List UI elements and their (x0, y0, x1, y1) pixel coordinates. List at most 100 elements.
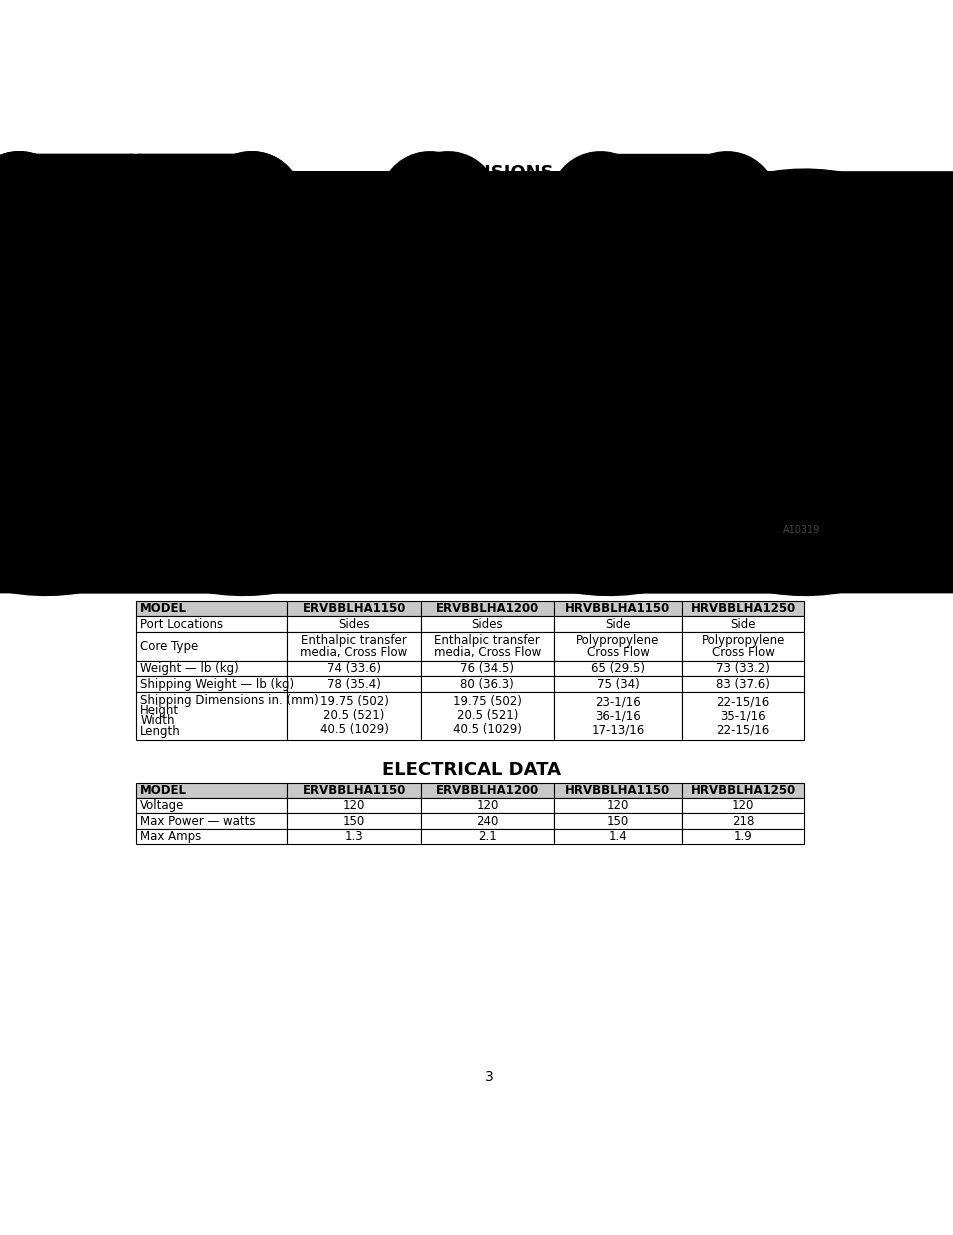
Text: Core Type: Core Type (140, 640, 198, 653)
Bar (331, 220, 546, 247)
Text: HRVBBLHA1150: HRVBBLHA1150 (565, 603, 670, 615)
Bar (681, 677, 803, 692)
Text: ERVBBLHA1200: ERVBBLHA1200 (436, 784, 538, 797)
Bar (211, 430, 253, 475)
Text: 20.5 (521): 20.5 (521) (323, 709, 384, 722)
Bar (554, 783, 681, 798)
Bar (420, 616, 554, 632)
Text: DIMENSIONS: DIMENSIONS (424, 163, 553, 182)
Bar (681, 783, 803, 798)
Text: 23-1/16: 23-1/16 (595, 695, 640, 709)
Text: Port Locations: Port Locations (140, 618, 223, 631)
Text: Polypropylene: Polypropylene (700, 634, 784, 647)
Bar (136, 783, 287, 798)
Text: 6" (152 mm): 6" (152 mm) (115, 190, 186, 200)
Bar (331, 396, 519, 424)
Bar (136, 798, 287, 814)
Text: Side: Side (730, 618, 755, 631)
Text: 36-1/16: 36-1/16 (595, 709, 640, 722)
Text: MODEL: MODEL (140, 784, 187, 797)
Bar (603, 214, 609, 348)
Text: Polypropylene: Polypropylene (576, 634, 659, 647)
Bar (324, 214, 553, 283)
Text: 75 (34): 75 (34) (596, 678, 639, 690)
Bar (361, 288, 547, 342)
Bar (287, 616, 420, 632)
Bar (287, 692, 420, 740)
Bar (554, 632, 681, 661)
Bar (554, 798, 681, 814)
Text: Shipping Weight — lb (kg): Shipping Weight — lb (kg) (140, 678, 294, 690)
Text: 1.3: 1.3 (344, 830, 363, 844)
Text: 150: 150 (606, 815, 628, 827)
Text: 120: 120 (476, 799, 498, 813)
Bar (142, 390, 262, 526)
Bar (136, 616, 287, 632)
Text: Fig. 2 – HRVBBLHA1150 / HRVBBLHA1250 Dimensions: Fig. 2 – HRVBBLHA1150 / HRVBBLHA1250 Dim… (252, 543, 606, 557)
Bar (603, 390, 609, 526)
Bar (331, 252, 546, 275)
Text: 74 (33.6): 74 (33.6) (327, 662, 380, 676)
Text: HRVBBLHA1150: HRVBBLHA1150 (565, 784, 670, 797)
Bar (287, 677, 420, 692)
Bar (311, 436, 324, 454)
Text: 40.5 (1029): 40.5 (1029) (453, 722, 521, 736)
Bar (287, 798, 420, 814)
Text: 83 (37.6): 83 (37.6) (716, 678, 769, 690)
Text: Height: Height (140, 704, 179, 718)
Text: Length: Length (140, 725, 181, 737)
Text: ERVBBLHA1150: ERVBBLHA1150 (302, 603, 405, 615)
Bar (311, 399, 324, 421)
Bar (142, 214, 262, 348)
Bar (324, 390, 525, 461)
Bar (287, 814, 420, 829)
Bar (136, 632, 287, 661)
Bar (256, 390, 262, 526)
Text: HRVBBLHA1250: HRVBBLHA1250 (690, 603, 795, 615)
Bar (420, 783, 554, 798)
Text: A10319: A10319 (782, 525, 820, 535)
Bar (554, 601, 681, 616)
Text: Cross Flow: Cross Flow (711, 646, 774, 658)
Bar (828, 358, 853, 564)
Text: 78 (35.4): 78 (35.4) (327, 678, 380, 690)
Text: Side: Side (604, 618, 630, 631)
Bar (554, 829, 681, 845)
Bar (136, 814, 287, 829)
Text: 35-1/16: 35-1/16 (720, 709, 765, 722)
Text: 1.4: 1.4 (608, 830, 627, 844)
Text: 40.5 (1029): 40.5 (1029) (319, 722, 388, 736)
Text: HRVBBLHA1250: HRVBBLHA1250 (690, 784, 795, 797)
Bar (211, 252, 253, 299)
Bar (681, 692, 803, 740)
Text: Sides: Sides (338, 618, 370, 631)
Text: ERVBBLHA1200: ERVBBLHA1200 (436, 603, 538, 615)
Bar (681, 601, 803, 616)
Bar (287, 783, 420, 798)
Text: 73 (33.2): 73 (33.2) (716, 662, 769, 676)
Text: Enthalpic transfer: Enthalpic transfer (434, 634, 539, 647)
Text: 76 (34.5): 76 (34.5) (460, 662, 514, 676)
Bar (355, 283, 553, 348)
Bar (287, 829, 420, 845)
Bar (136, 677, 287, 692)
Bar (420, 692, 554, 740)
Text: Shipping Dimensions in. (mm): Shipping Dimensions in. (mm) (140, 694, 318, 706)
Bar (681, 616, 803, 632)
Text: 22-15/16: 22-15/16 (716, 722, 769, 736)
Text: MODEL: MODEL (140, 603, 187, 615)
Bar (681, 829, 803, 845)
Text: 120: 120 (731, 799, 754, 813)
Bar (420, 814, 554, 829)
Text: 30 1/4″(768 mm): 30 1/4″(768 mm) (370, 364, 480, 378)
Text: 19.75 (502): 19.75 (502) (319, 695, 388, 709)
Bar (681, 632, 803, 661)
Text: 19.75 (502): 19.75 (502) (453, 695, 521, 709)
Text: PHYSICAL DATA: PHYSICAL DATA (393, 579, 550, 598)
Bar (420, 677, 554, 692)
Text: Voltage: Voltage (140, 799, 184, 813)
Bar (420, 632, 554, 661)
Text: 1.9: 1.9 (733, 830, 752, 844)
Text: Weight — lb (kg): Weight — lb (kg) (140, 662, 238, 676)
Text: 80 (36.3): 80 (36.3) (460, 678, 514, 690)
